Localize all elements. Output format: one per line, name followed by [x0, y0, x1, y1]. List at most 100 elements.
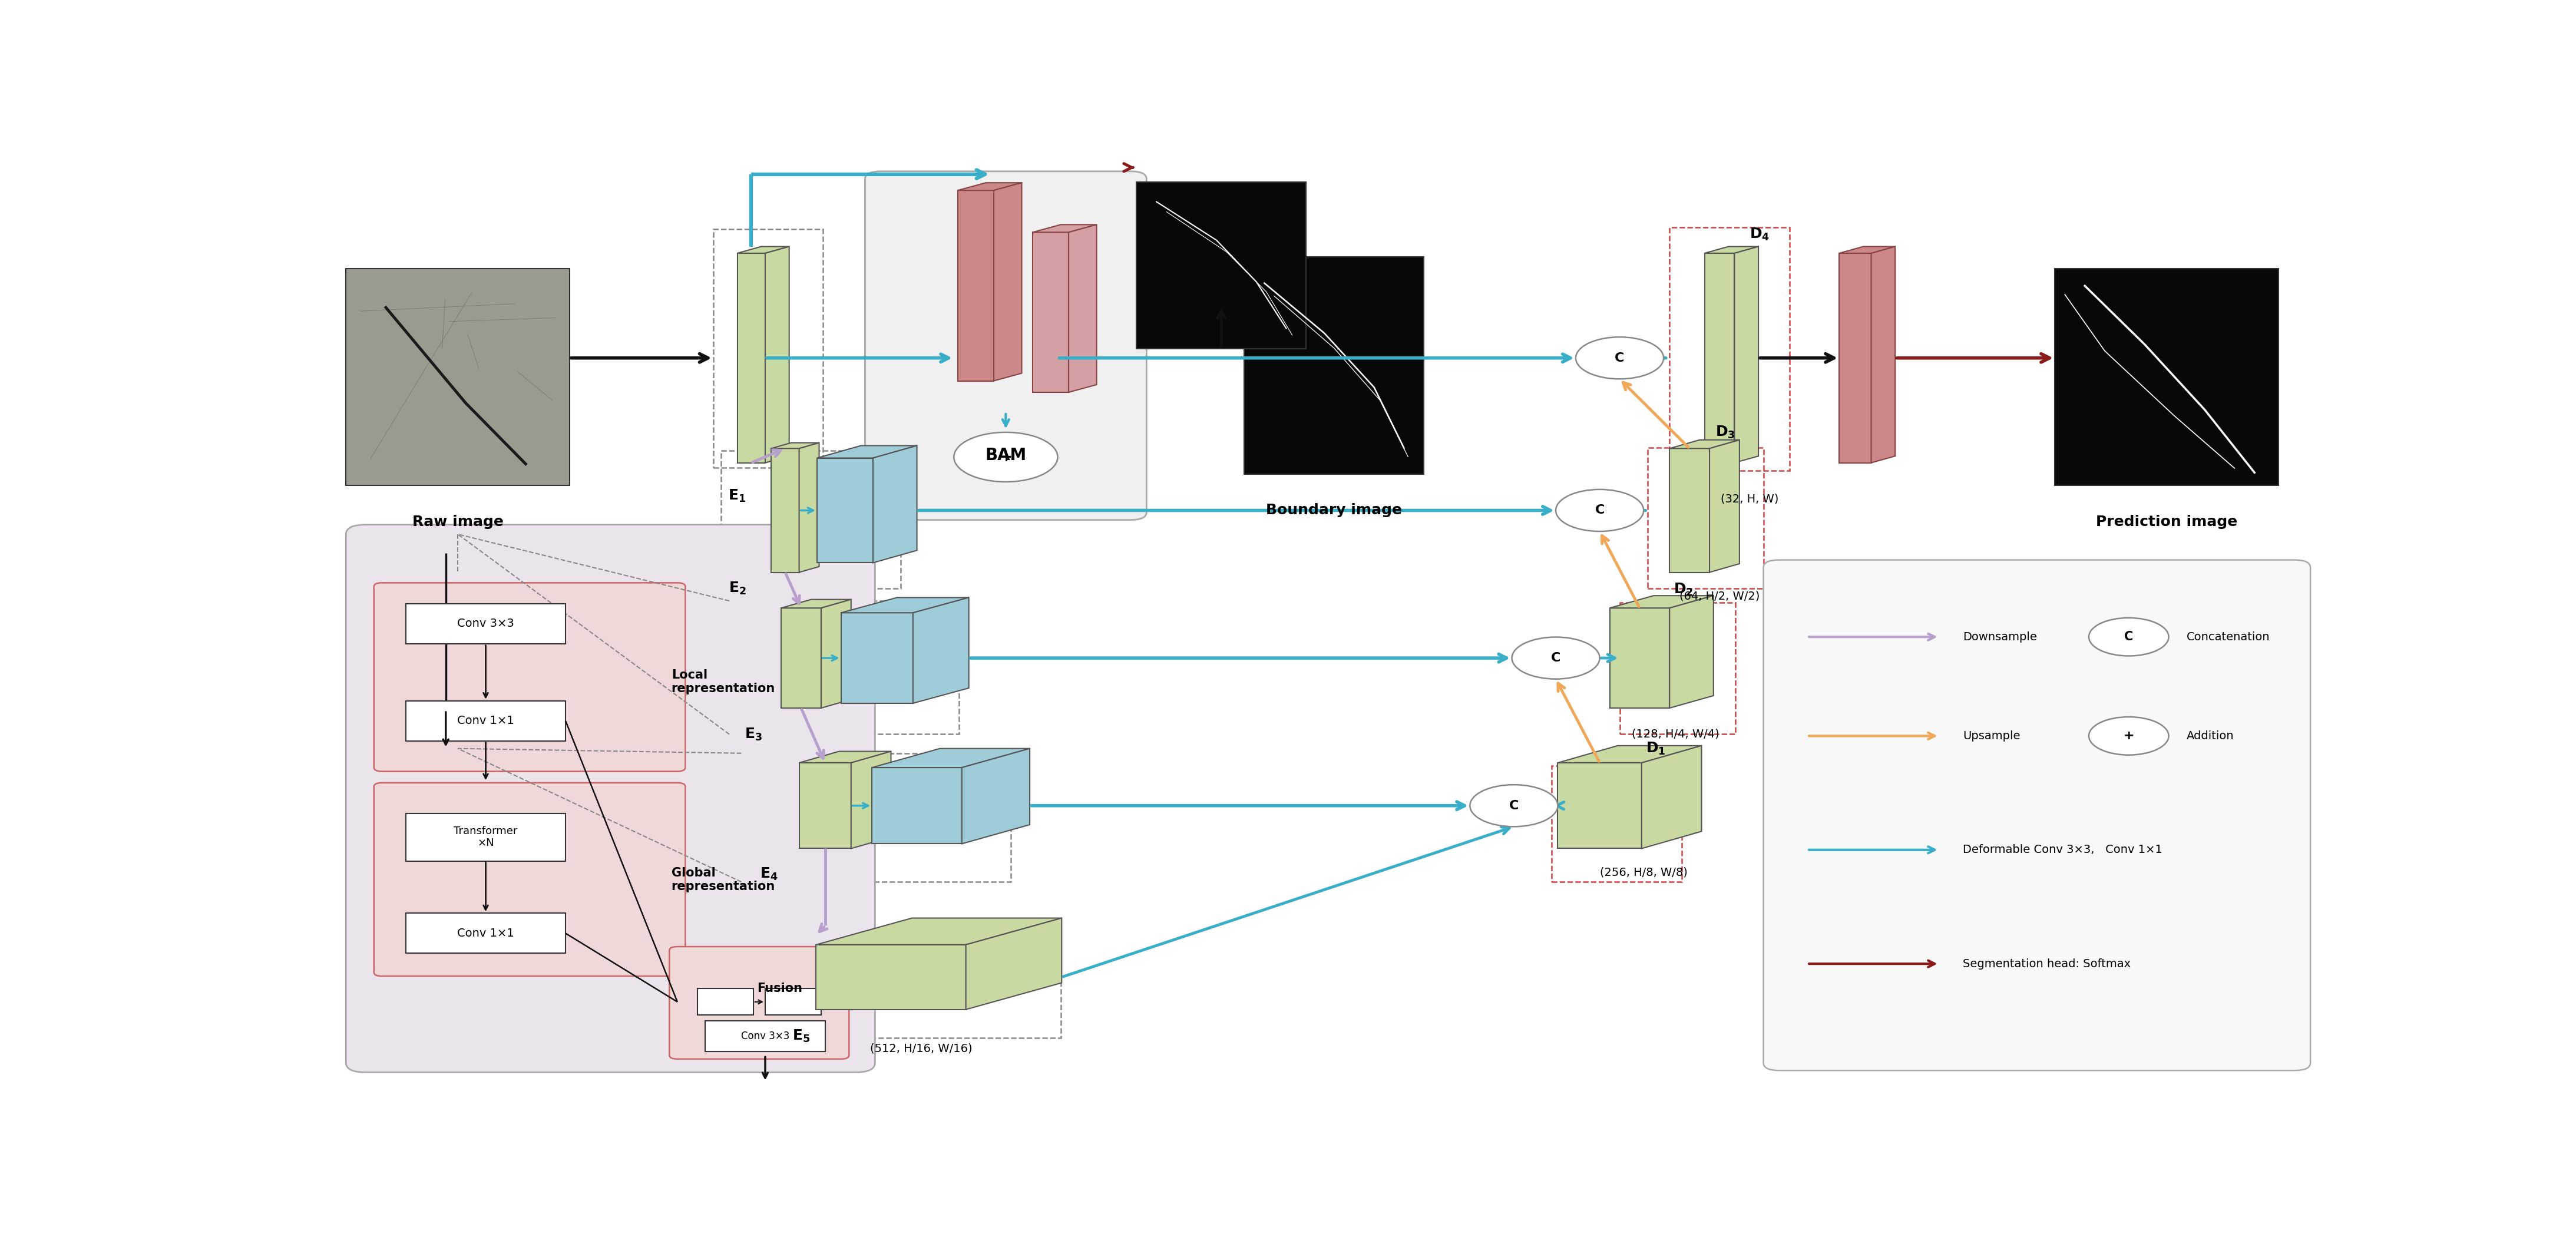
Polygon shape — [873, 445, 917, 563]
Text: Downsample: Downsample — [1963, 631, 2038, 642]
Text: $\mathbf{D_1}$: $\mathbf{D_1}$ — [1646, 741, 1667, 756]
Polygon shape — [817, 918, 1061, 945]
Polygon shape — [1033, 233, 1069, 392]
Text: +: + — [2123, 730, 2136, 742]
Polygon shape — [842, 597, 969, 612]
Polygon shape — [873, 748, 1030, 767]
FancyBboxPatch shape — [374, 583, 685, 772]
Text: C: C — [1510, 800, 1520, 811]
Polygon shape — [822, 600, 850, 708]
Polygon shape — [1610, 596, 1713, 609]
Text: (64, H/2, W/2): (64, H/2, W/2) — [1680, 590, 1759, 601]
Polygon shape — [799, 763, 850, 849]
Polygon shape — [958, 183, 1023, 190]
Circle shape — [2089, 717, 2169, 755]
Bar — [706, 1021, 824, 1051]
Text: Conv 3×3: Conv 3×3 — [742, 1030, 788, 1042]
Text: Conv 1×1: Conv 1×1 — [456, 715, 515, 726]
Text: +: + — [999, 450, 1012, 464]
Polygon shape — [817, 445, 917, 458]
Text: $\mathbf{D_3}$: $\mathbf{D_3}$ — [1716, 424, 1736, 440]
Polygon shape — [842, 612, 912, 704]
Polygon shape — [912, 597, 969, 704]
Text: Local
representation: Local representation — [672, 669, 775, 694]
Polygon shape — [799, 443, 819, 573]
Text: Concatenation: Concatenation — [2187, 631, 2269, 642]
Bar — [345, 268, 569, 486]
Polygon shape — [737, 254, 765, 463]
Circle shape — [1471, 784, 1558, 826]
Text: C: C — [2125, 631, 2133, 643]
Bar — [698, 988, 752, 1016]
Polygon shape — [873, 767, 961, 844]
Polygon shape — [1641, 746, 1703, 849]
Text: BAM: BAM — [984, 447, 1025, 464]
Text: C: C — [1595, 505, 1605, 516]
FancyBboxPatch shape — [670, 946, 850, 1059]
Text: Boundary image: Boundary image — [1267, 503, 1401, 517]
Text: Transformer
×N: Transformer ×N — [453, 825, 518, 849]
Text: Segmentation head: Softmax: Segmentation head: Softmax — [1963, 959, 2130, 970]
Polygon shape — [1710, 440, 1739, 573]
Polygon shape — [1033, 225, 1097, 233]
Text: C: C — [1615, 353, 1625, 364]
Text: $\mathbf{E_4}$: $\mathbf{E_4}$ — [760, 867, 778, 882]
Polygon shape — [799, 751, 891, 763]
Text: Global
representation: Global representation — [672, 867, 775, 893]
Text: Fusion: Fusion — [757, 982, 804, 995]
FancyBboxPatch shape — [866, 171, 1146, 520]
Text: Upsample: Upsample — [1963, 730, 2020, 741]
Polygon shape — [817, 458, 873, 563]
Polygon shape — [1669, 596, 1713, 708]
Circle shape — [1577, 336, 1664, 379]
Polygon shape — [1839, 246, 1896, 254]
Polygon shape — [781, 609, 822, 708]
Text: (128, H/4, W/4): (128, H/4, W/4) — [1631, 729, 1718, 740]
Polygon shape — [1839, 254, 1870, 463]
FancyBboxPatch shape — [374, 783, 685, 976]
Text: Addition: Addition — [2187, 730, 2233, 741]
Circle shape — [953, 432, 1059, 481]
Bar — [407, 701, 567, 741]
Polygon shape — [961, 748, 1030, 844]
Text: (512, H/16, W/16): (512, H/16, W/16) — [871, 1043, 971, 1054]
FancyBboxPatch shape — [345, 524, 876, 1072]
Polygon shape — [765, 246, 788, 463]
Bar — [2056, 268, 2280, 486]
Circle shape — [1512, 637, 1600, 679]
Text: Conv 1×1: Conv 1×1 — [456, 928, 515, 939]
Text: $\mathbf{E_3}$: $\mathbf{E_3}$ — [744, 726, 762, 742]
Polygon shape — [1870, 246, 1896, 463]
Polygon shape — [1069, 225, 1097, 392]
Text: Raw image: Raw image — [412, 515, 502, 529]
Polygon shape — [1669, 440, 1739, 449]
Bar — [407, 913, 567, 954]
Text: $\mathbf{E_1}$: $\mathbf{E_1}$ — [729, 489, 747, 503]
Text: Deformable Conv 3×3,   Conv 1×1: Deformable Conv 3×3, Conv 1×1 — [1963, 845, 2164, 856]
Polygon shape — [1734, 246, 1759, 463]
Bar — [407, 604, 567, 643]
Polygon shape — [770, 449, 799, 573]
Text: Prediction image: Prediction image — [2097, 515, 2239, 529]
Text: (32, H, W): (32, H, W) — [1721, 494, 1777, 505]
Text: $\mathbf{D_4}$: $\mathbf{D_4}$ — [1749, 226, 1770, 242]
Polygon shape — [1705, 254, 1734, 463]
Polygon shape — [1558, 746, 1703, 763]
Text: $\mathbf{D_2}$: $\mathbf{D_2}$ — [1674, 581, 1692, 597]
Text: $\mathbf{E_5}$: $\mathbf{E_5}$ — [793, 1028, 809, 1044]
Polygon shape — [737, 246, 788, 254]
Polygon shape — [966, 918, 1061, 1009]
Text: Conv 3×3: Conv 3×3 — [456, 618, 515, 630]
Polygon shape — [1610, 609, 1669, 708]
Circle shape — [1556, 490, 1643, 532]
Polygon shape — [817, 945, 966, 1009]
Polygon shape — [994, 183, 1023, 381]
Polygon shape — [958, 190, 994, 381]
Text: $\mathbf{E_2}$: $\mathbf{E_2}$ — [729, 581, 747, 596]
Bar — [407, 813, 567, 861]
Bar — [765, 988, 822, 1016]
Circle shape — [2089, 617, 2169, 656]
Polygon shape — [1669, 449, 1710, 573]
Text: (256, H/8, W/8): (256, H/8, W/8) — [1600, 867, 1687, 878]
Text: C: C — [1551, 652, 1561, 664]
